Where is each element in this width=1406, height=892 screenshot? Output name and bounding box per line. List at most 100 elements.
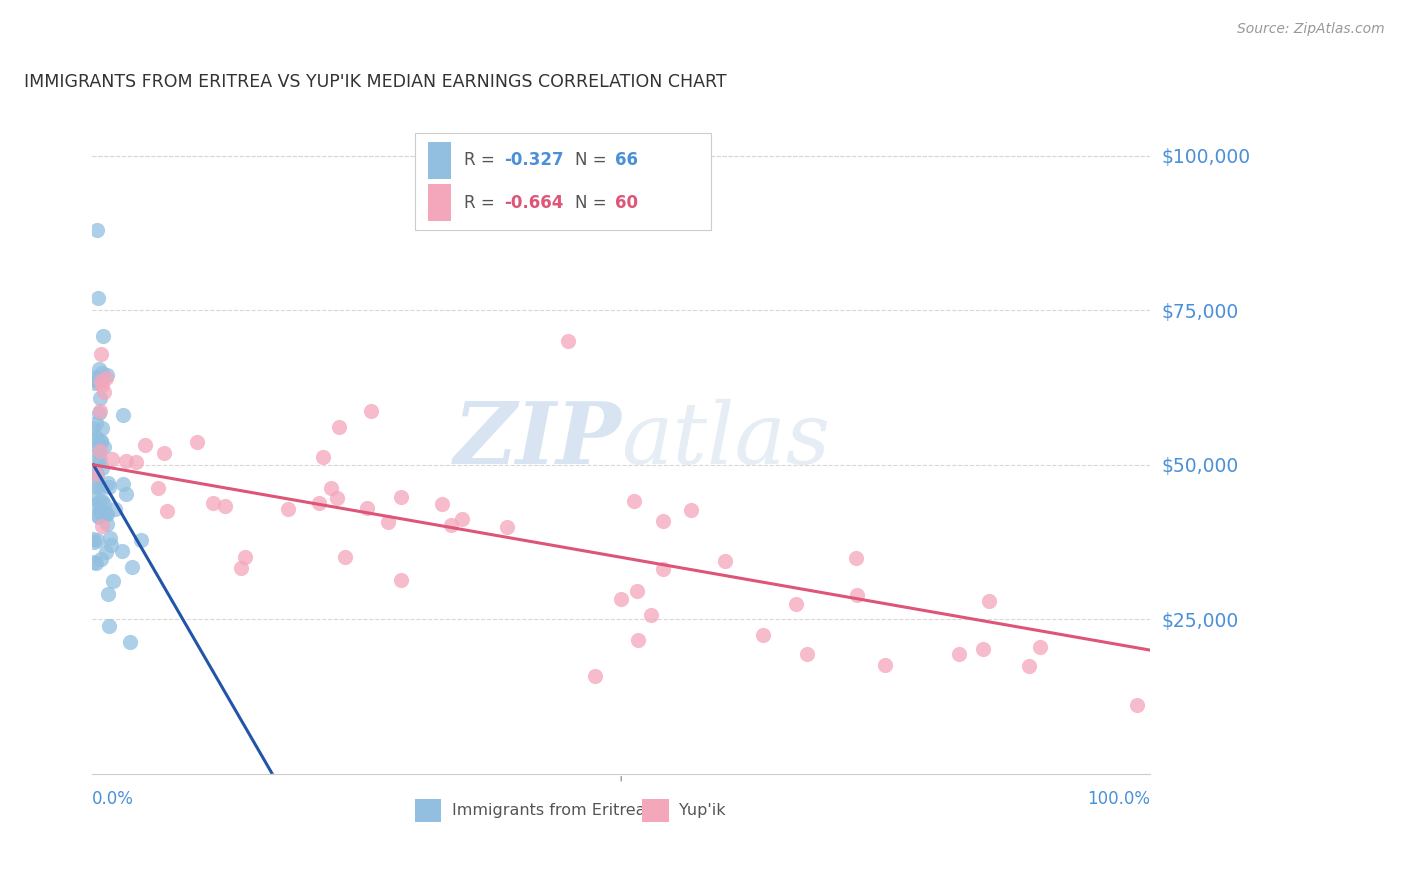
Point	[86, 223, 108, 237]
Point	[90, 434, 112, 449]
Point	[111, 544, 134, 558]
Point	[111, 408, 134, 422]
Point	[89, 493, 111, 508]
Point	[84, 371, 107, 385]
Point	[91, 329, 114, 343]
Point	[90, 518, 112, 533]
Point	[104, 502, 127, 516]
FancyBboxPatch shape	[415, 133, 711, 230]
Text: 60: 60	[614, 194, 638, 211]
Point	[391, 574, 413, 588]
Point	[84, 467, 107, 481]
Point	[91, 366, 114, 380]
Point	[201, 495, 224, 509]
Point	[89, 452, 111, 467]
Point	[87, 440, 110, 454]
Point	[101, 574, 124, 589]
Point	[89, 403, 111, 417]
Text: N =: N =	[575, 194, 612, 211]
Point	[96, 507, 118, 521]
Point	[86, 291, 108, 305]
Point	[87, 477, 110, 491]
Text: Immigrants from Eritrea: Immigrants from Eritrea	[451, 803, 645, 818]
Point	[89, 361, 111, 376]
FancyBboxPatch shape	[427, 185, 451, 221]
Point	[752, 628, 775, 642]
Point	[89, 502, 111, 516]
Point	[82, 491, 104, 505]
Point	[785, 597, 807, 611]
Point	[91, 377, 114, 392]
Text: IMMIGRANTS FROM ERITREA VS YUP'IK MEDIAN EARNINGS CORRELATION CHART: IMMIGRANTS FROM ERITREA VS YUP'IK MEDIAN…	[24, 73, 725, 91]
Point	[97, 476, 120, 491]
Point	[86, 467, 108, 482]
Point	[319, 481, 342, 495]
Point	[98, 479, 121, 493]
Text: N =: N =	[575, 152, 612, 169]
Point	[98, 531, 121, 545]
Point	[89, 406, 111, 420]
Point	[875, 658, 897, 673]
Text: -0.327: -0.327	[503, 152, 564, 169]
Point	[89, 392, 111, 406]
Point	[87, 451, 110, 466]
Point	[93, 497, 115, 511]
Point	[96, 516, 118, 531]
Point	[1125, 698, 1147, 713]
Point	[84, 429, 107, 443]
Point	[94, 545, 117, 559]
Point	[90, 494, 112, 508]
Text: 100.0%: 100.0%	[1087, 790, 1150, 808]
Point	[93, 440, 115, 454]
Point	[86, 533, 108, 547]
Point	[91, 421, 114, 435]
Point	[89, 444, 111, 458]
Point	[451, 512, 474, 526]
Point	[389, 490, 412, 504]
Point	[87, 445, 110, 459]
Point	[101, 452, 124, 467]
Point	[90, 480, 112, 494]
Point	[90, 346, 112, 360]
Point	[326, 491, 349, 506]
Text: Source: ZipAtlas.com: Source: ZipAtlas.com	[1237, 22, 1385, 37]
Point	[114, 454, 136, 468]
Point	[186, 434, 208, 449]
Point	[83, 535, 105, 549]
Point	[120, 635, 142, 649]
Text: R =: R =	[464, 152, 499, 169]
Point	[89, 504, 111, 518]
Point	[83, 376, 105, 390]
Point	[97, 587, 120, 601]
Text: -0.664: -0.664	[503, 194, 564, 211]
Point	[115, 487, 138, 501]
Point	[86, 479, 108, 493]
Point	[90, 507, 112, 521]
Point	[377, 515, 399, 529]
Point	[235, 550, 257, 565]
Text: atlas: atlas	[621, 399, 831, 482]
Point	[1029, 640, 1052, 654]
FancyBboxPatch shape	[415, 798, 441, 822]
Point	[972, 641, 994, 656]
Point	[333, 549, 356, 564]
Point	[312, 450, 335, 464]
Point	[84, 556, 107, 570]
Point	[90, 551, 112, 566]
Point	[713, 554, 735, 568]
Text: Yup'ik: Yup'ik	[679, 803, 725, 818]
Point	[97, 619, 120, 633]
Point	[94, 505, 117, 519]
Point	[214, 500, 236, 514]
Point	[1018, 659, 1040, 673]
Point	[626, 583, 648, 598]
Point	[623, 493, 645, 508]
Point	[96, 368, 118, 383]
Point	[440, 517, 463, 532]
Point	[87, 508, 110, 523]
Point	[229, 560, 252, 574]
Point	[948, 647, 970, 661]
Point	[148, 481, 170, 495]
Point	[430, 497, 453, 511]
Point	[121, 560, 143, 574]
